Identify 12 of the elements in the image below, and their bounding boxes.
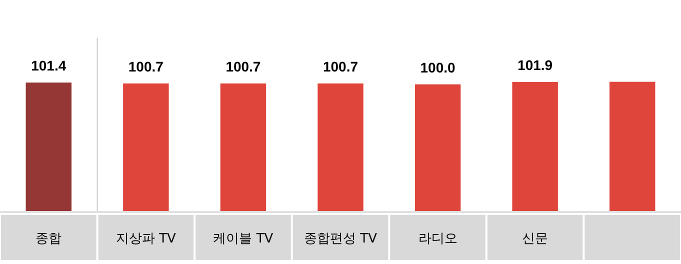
x-tick-label: 지상파 TV (116, 232, 176, 246)
data-label: 100.7 (322, 58, 358, 74)
data-label: 101.9 (518, 56, 553, 73)
x-tick-label: 종합 (36, 232, 62, 246)
x-tick-label: 케이블 TV (213, 232, 274, 246)
x-tick-label: 신문 (522, 232, 548, 246)
x-tick-label: 종합편성 TV (304, 232, 378, 246)
data-label: 100.7 (226, 58, 261, 74)
x-tick-label: 라디오 (418, 232, 458, 246)
data-label: 100.0 (420, 59, 456, 76)
data-label: 100.7 (128, 58, 164, 74)
data-label: 101.4 (31, 58, 66, 74)
